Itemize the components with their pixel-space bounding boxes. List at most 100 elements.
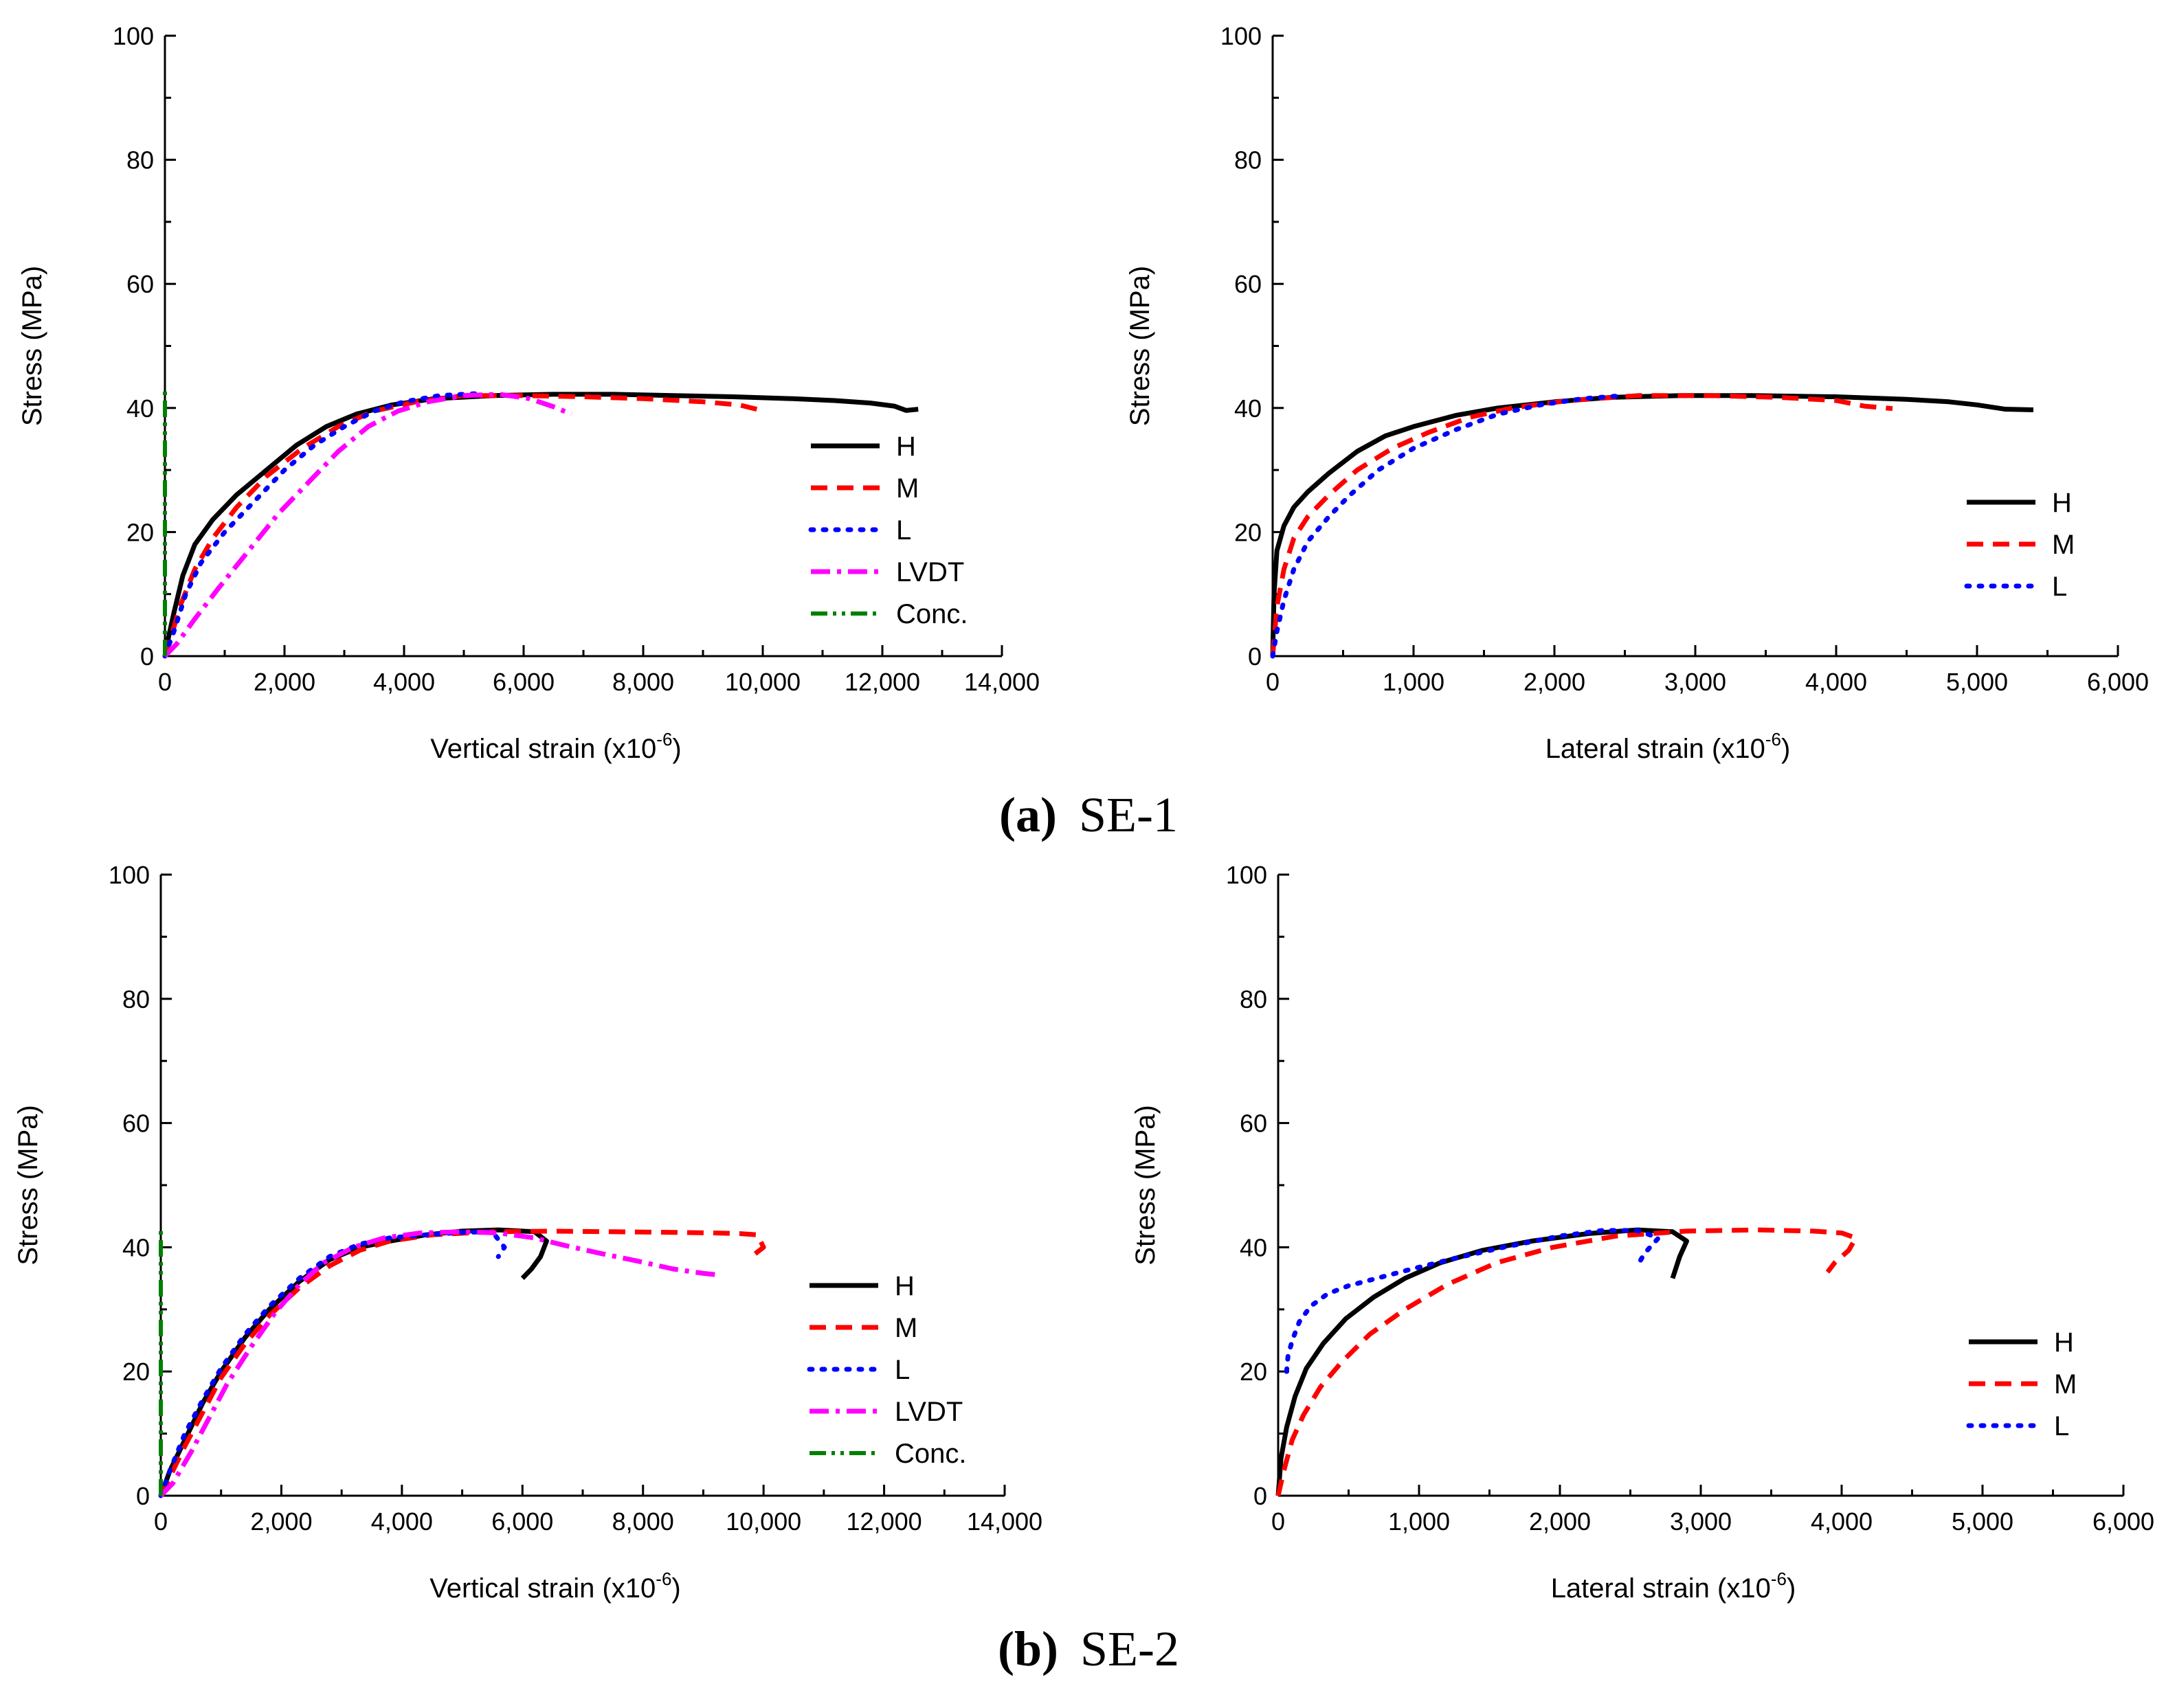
x-tick-label: 0 — [154, 1507, 168, 1536]
y-tick-label: 60 — [1234, 270, 1262, 298]
legend-label: LVDT — [895, 1397, 963, 1427]
y-tick-label: 40 — [1234, 394, 1262, 423]
panel-b: 0 20 40 60 80 100 0 2,000 4,000 6,000 8,000 10,000 1… — [13, 861, 2154, 1676]
chart-0-0-legend: HML LVDT Conc. — [808, 431, 968, 629]
x-tick-label: 3,000 — [1670, 1507, 1732, 1536]
legend-label: M — [2054, 1369, 2077, 1400]
x-tick-label: 2,000 — [250, 1507, 312, 1536]
x-tick-label: 2,000 — [1529, 1507, 1591, 1536]
y-tick-label: 100 — [113, 22, 154, 50]
x-axis-title-text: Lateral strain (x10 — [1551, 1573, 1771, 1604]
x-tick-label: 6,000 — [493, 668, 555, 696]
x-axis-title-close: ) — [671, 1573, 680, 1604]
series-line-m — [158, 1228, 766, 1497]
caption-label-se2: SE-2 — [1080, 1621, 1179, 1676]
y-tick-label: 0 — [136, 1482, 150, 1510]
x-tick-label: 1,000 — [1383, 668, 1444, 696]
x-axis-title-exponent: -6 — [1771, 1569, 1787, 1589]
legend-label: H — [2052, 488, 2072, 518]
x-tick-label: 14,000 — [967, 1507, 1042, 1536]
x-tick-label: 5,000 — [1946, 668, 2008, 696]
y-tick-label: 40 — [126, 394, 154, 423]
y-tick-label: 100 — [1226, 861, 1267, 889]
x-tick-label: 5,000 — [1952, 1507, 2013, 1536]
legend-label: H — [2054, 1327, 2074, 1358]
caption-letter-b: (b) — [998, 1621, 1058, 1676]
y-tick-label: 60 — [1240, 1110, 1267, 1138]
legend-label: M — [896, 473, 919, 504]
y-tick-label: 0 — [140, 642, 154, 671]
x-tick-label: 1,000 — [1388, 1507, 1450, 1536]
chart-0-1-y-axis-title: Stress (MPa) — [1125, 266, 1155, 426]
y-tick-label: 60 — [122, 1110, 150, 1138]
series-line-m — [1275, 1227, 1858, 1496]
chart-1-0-legend: HML LVDT Conc. — [807, 1271, 967, 1469]
x-tick-label: 0 — [158, 668, 172, 696]
legend-label: LVDT — [896, 557, 964, 587]
y-tick-label: 40 — [122, 1233, 150, 1261]
series-line-m — [1270, 393, 1893, 657]
chart-0-1-legend: HML — [1964, 488, 2075, 602]
legend-label: L — [2052, 572, 2067, 602]
y-tick-label: 60 — [126, 270, 154, 298]
x-axis-title-exponent: -6 — [656, 729, 672, 750]
x-axis-title-close: ) — [1781, 734, 1790, 764]
legend-label: L — [2054, 1411, 2069, 1441]
caption-letter-a: (a) — [999, 787, 1057, 842]
legend-label: L — [895, 1355, 910, 1385]
x-tick-label: 8,000 — [612, 668, 674, 696]
x-axis-title-close: ) — [1787, 1573, 1796, 1604]
y-tick-label: 100 — [109, 861, 150, 889]
x-tick-label: 10,000 — [726, 1507, 801, 1536]
y-tick-label: 80 — [1240, 985, 1267, 1013]
legend-label: H — [896, 431, 916, 462]
x-axis-title-exponent: -6 — [656, 1569, 671, 1589]
series-line-lvdt — [159, 1229, 722, 1498]
y-tick-label: 80 — [126, 146, 154, 175]
y-tick-label: 40 — [1240, 1233, 1267, 1261]
y-tick-label: 0 — [1253, 1482, 1267, 1510]
y-tick-label: 0 — [1248, 642, 1262, 671]
x-tick-label: 2,000 — [1523, 668, 1585, 696]
x-tick-label: 3,000 — [1664, 668, 1726, 696]
caption-se2: (b) SE-2 — [998, 1621, 1179, 1676]
x-tick-label: 12,000 — [845, 668, 920, 696]
chart-1-1-y-axis-title: Stress (MPa) — [1130, 1105, 1161, 1265]
x-tick-label: 14,000 — [964, 668, 1040, 696]
y-tick-label: 20 — [1234, 518, 1262, 546]
legend-label: M — [2052, 530, 2075, 560]
caption-se1: (a) SE-1 — [999, 787, 1178, 842]
x-axis-title-exponent: -6 — [1765, 729, 1781, 750]
y-tick-label: 20 — [122, 1358, 150, 1386]
x-tick-label: 4,000 — [371, 1507, 433, 1536]
y-tick-label: 20 — [1240, 1358, 1267, 1386]
x-axis-title-text: Vertical strain (x10 — [430, 734, 656, 764]
chart-1-1-legend: HML — [1966, 1327, 2077, 1441]
x-tick-label: 0 — [1271, 1507, 1285, 1536]
x-axis-title-text: Vertical strain (x10 — [429, 1573, 656, 1604]
y-tick-label: 100 — [1220, 22, 1262, 50]
y-tick-label: 80 — [1234, 146, 1262, 175]
series-line-h — [1270, 393, 2034, 657]
x-tick-label: 12,000 — [847, 1507, 922, 1536]
chart-se1-vertical-strain: 0 20 40 60 80 100 0 2,000 4,000 6,000 8,000 10,000 1… — [17, 22, 1040, 764]
series-line-h — [1275, 1227, 1689, 1496]
chart-1-0-x-axis-title: Vertical strain (x10-6) — [429, 1569, 680, 1604]
chart-0-0-y-axis-title: Stress (MPa) — [17, 266, 47, 426]
chart-1-0-y-axis-title: Stress (MPa) — [13, 1105, 43, 1265]
x-tick-label: 2,000 — [254, 668, 315, 696]
chart-se2-vertical-strain: 0 20 40 60 80 100 0 2,000 4,000 6,000 8,000 10,000 1… — [13, 861, 1042, 1604]
chart-1-1-x-axis-title: Lateral strain (x10-6) — [1551, 1569, 1796, 1604]
panel-a: 0 20 40 60 80 100 0 2,000 4,000 6,000 8,000 10,000 1… — [17, 22, 2149, 842]
chart-0-0-x-axis-title: Vertical strain (x10-6) — [430, 729, 681, 764]
x-axis-title-text: Lateral strain (x10 — [1545, 734, 1765, 764]
x-tick-label: 4,000 — [1811, 1507, 1873, 1536]
x-tick-label: 4,000 — [1805, 668, 1867, 696]
chart-se2-lateral-strain: 0 20 40 60 80 100 0 1,000 2,000 3,000 4,000 5,000 6,… — [1130, 861, 2154, 1604]
x-tick-label: 6,000 — [491, 1507, 553, 1536]
series-line-lvdt — [163, 392, 572, 658]
legend-label: H — [895, 1271, 915, 1301]
series-line-l — [162, 391, 478, 659]
x-axis-title-close: ) — [672, 734, 681, 764]
